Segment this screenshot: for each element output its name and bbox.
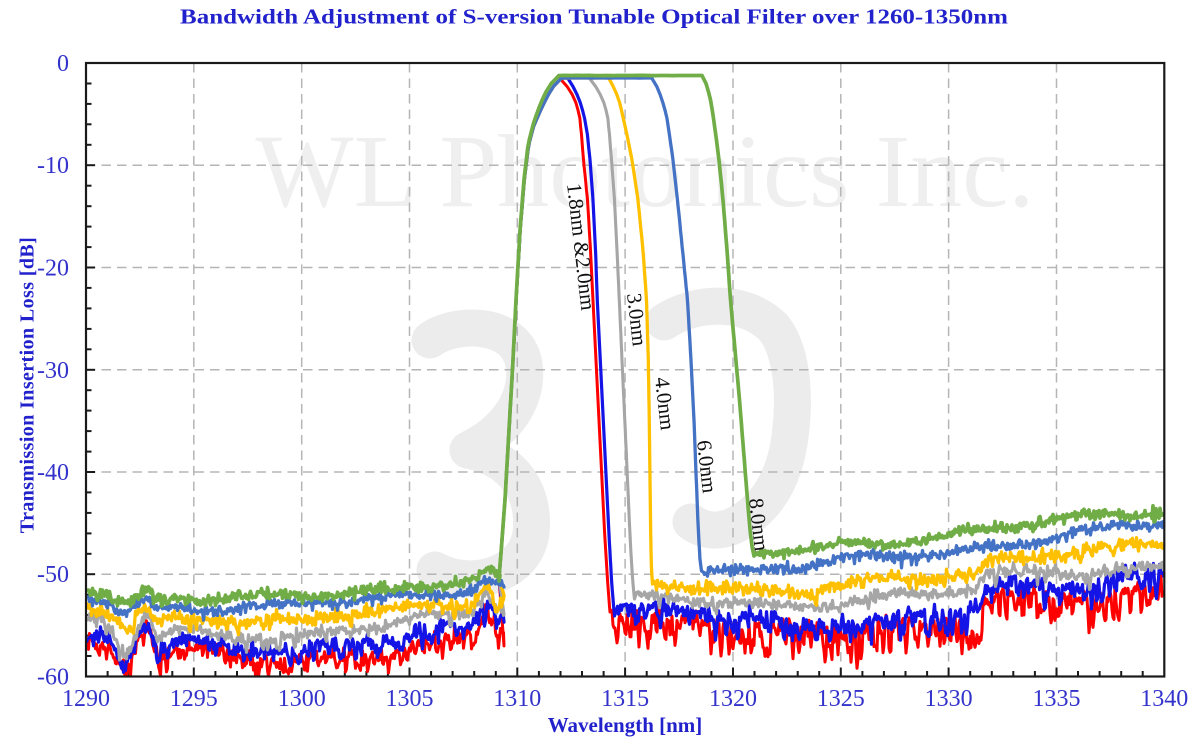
svg-text:1335: 1335 bbox=[1033, 686, 1081, 712]
svg-text:-40: -40 bbox=[37, 460, 69, 486]
svg-text:1295: 1295 bbox=[170, 686, 218, 712]
svg-text:1300: 1300 bbox=[278, 686, 326, 712]
svg-text:1320: 1320 bbox=[709, 686, 757, 712]
svg-text:1330: 1330 bbox=[925, 686, 973, 712]
svg-text:8.0nm: 8.0nm bbox=[744, 497, 774, 552]
svg-text:-10: -10 bbox=[37, 153, 69, 179]
svg-text:-60: -60 bbox=[37, 665, 69, 691]
svg-text:1310: 1310 bbox=[493, 686, 541, 712]
svg-text:1290: 1290 bbox=[62, 686, 110, 712]
svg-text:1340: 1340 bbox=[1140, 686, 1188, 712]
svg-text:-30: -30 bbox=[37, 358, 69, 384]
svg-text:1305: 1305 bbox=[386, 686, 434, 712]
svg-text:Wavelength [nm]: Wavelength [nm] bbox=[548, 713, 703, 737]
svg-text:3.0nm: 3.0nm bbox=[622, 292, 652, 347]
svg-text:-50: -50 bbox=[37, 562, 69, 588]
svg-text:Bandwidth Adjustment of S-vers: Bandwidth Adjustment of S-version Tunabl… bbox=[180, 4, 1008, 28]
svg-text:0: 0 bbox=[57, 51, 69, 77]
svg-text:1325: 1325 bbox=[817, 686, 865, 712]
svg-text:1315: 1315 bbox=[601, 686, 649, 712]
svg-text:6.0nm: 6.0nm bbox=[692, 439, 722, 494]
svg-text:Transmission Insertion Loss [d: Transmission Insertion Loss [dB] bbox=[17, 237, 39, 533]
svg-text:WL Photonics Inc.: WL Photonics Inc. bbox=[256, 114, 1035, 229]
svg-text:4.0nm: 4.0nm bbox=[650, 376, 680, 431]
svg-text:-20: -20 bbox=[37, 256, 69, 282]
